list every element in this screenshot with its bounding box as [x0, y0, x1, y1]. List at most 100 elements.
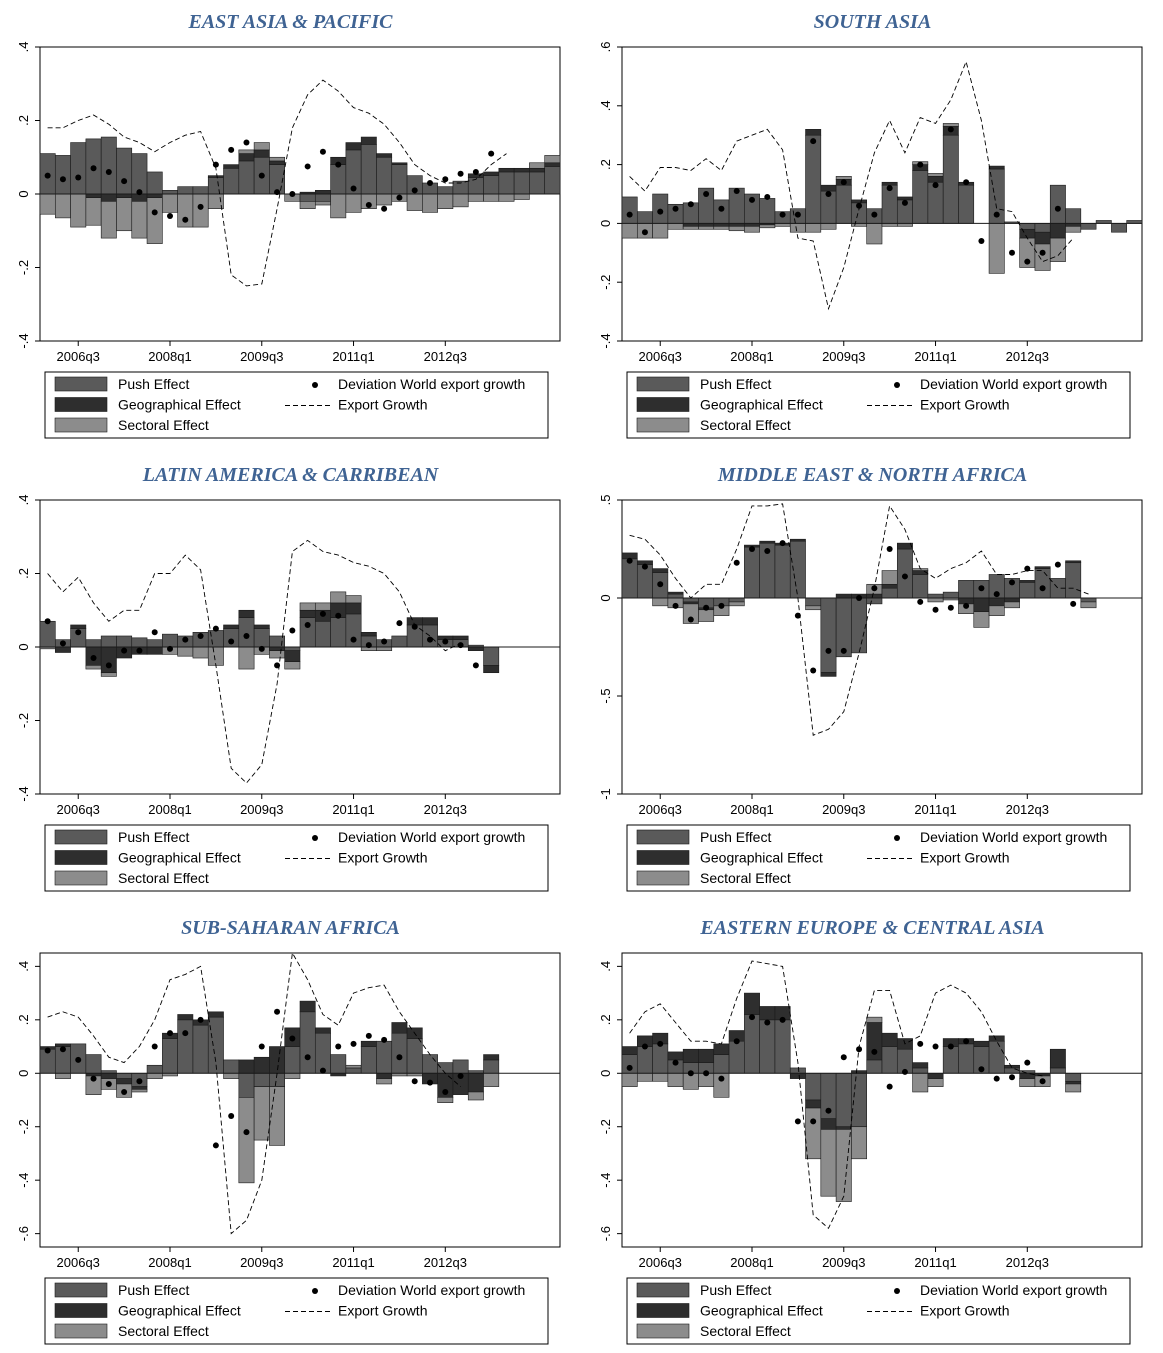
deviation-point — [932, 182, 939, 189]
legend-geo-label: Geographical Effect — [700, 397, 823, 413]
export-growth-line — [629, 960, 1043, 1230]
chart-title: MIDDLE EAST & NORTH AFRICA — [717, 464, 1027, 486]
push-effect-bar — [376, 1040, 393, 1074]
y-tick-label: -.4 — [16, 1173, 31, 1188]
geographical-effect-bar — [744, 992, 760, 1015]
sectoral-effect-bar — [467, 1091, 484, 1101]
geographical-effect-bar — [452, 635, 469, 640]
deviation-point — [718, 602, 725, 609]
deviation-point — [121, 647, 128, 654]
sectoral-effect-bar — [131, 201, 148, 239]
sectoral-effect-bar — [116, 197, 133, 232]
deviation-point — [779, 540, 786, 547]
x-tick-label: 2011q1 — [332, 349, 374, 364]
deviation-point — [411, 623, 418, 630]
push-effect-bar — [621, 558, 638, 599]
deviation-point — [274, 1008, 281, 1015]
deviation-point — [1039, 585, 1046, 592]
deviation-point — [1070, 600, 1077, 607]
deviation-point — [856, 595, 863, 601]
sectoral-effect-bar — [835, 176, 852, 180]
push-effect-bar — [284, 646, 301, 651]
geographical-effect-bar — [896, 196, 913, 201]
chart-svg: LATIN AMERICA & CARRIBEAN .4 .2 0 -.2 -.4 2006… — [16, 464, 561, 892]
y-tick-label: .4 — [16, 961, 31, 972]
deviation-point — [840, 1054, 847, 1061]
geographical-effect-bar — [360, 632, 377, 637]
legend-geo-label: Geographical Effect — [700, 850, 823, 866]
push-effect-bar — [881, 1046, 898, 1074]
y-tick-label: 0 — [16, 190, 31, 197]
deviation-point — [901, 199, 908, 206]
deviation-point — [304, 1054, 311, 1061]
push-effect-bar — [207, 177, 224, 195]
sectoral-effect-bar — [973, 611, 990, 628]
x-tick-label: 2011q1 — [914, 1255, 956, 1270]
geographical-effect-bar — [1004, 597, 1020, 603]
push-effect-bar — [314, 1032, 331, 1074]
y-tick-label: -.2 — [16, 260, 31, 275]
geographical-effect-bar — [927, 176, 944, 183]
x-tick-label: 2008q1 — [148, 1255, 191, 1270]
legend-dev-label: Deviation World export growth — [338, 376, 525, 392]
x-tick-label: 2008q1 — [730, 349, 773, 364]
push-effect-bar — [652, 1043, 669, 1074]
x-tick-label: 2009q3 — [822, 1255, 865, 1270]
push-effect-bar — [314, 620, 331, 648]
y-tick-label: .2 — [16, 115, 31, 126]
deviation-point — [182, 216, 189, 223]
push-effect-bar — [100, 136, 117, 195]
x-tick-label: 2009q3 — [240, 802, 283, 817]
geographical-effect-bar — [360, 136, 377, 145]
push-effect-bar — [744, 546, 760, 599]
x-tick-label: 2006q3 — [57, 802, 100, 817]
geographical-effect-bar — [835, 593, 852, 599]
sectoral-effect-bar — [192, 193, 209, 228]
deviation-point — [442, 638, 449, 645]
deviation-point — [396, 1054, 403, 1061]
geographical-effect-bar — [223, 164, 240, 169]
geographical-effect-bar — [223, 624, 240, 629]
sectoral-effect-bar — [835, 1129, 852, 1202]
push-effect-bar — [360, 1046, 377, 1074]
deviation-point — [151, 1043, 158, 1050]
push-effect-bar — [162, 190, 178, 195]
deviation-point — [978, 1066, 985, 1073]
push-effect-bar — [942, 1046, 959, 1074]
sectoral-effect-bar — [54, 193, 71, 219]
push-effect-bar — [789, 1067, 806, 1074]
deviation-point — [993, 211, 1000, 218]
deviation-point — [687, 201, 694, 208]
deviation-point — [59, 640, 66, 647]
y-tick-label: .2 — [16, 568, 31, 579]
deviation-point — [978, 238, 985, 245]
export-growth-line — [47, 79, 507, 287]
deviation-point — [182, 636, 189, 643]
y-tick-label: .6 — [598, 42, 613, 53]
deviation-point — [258, 172, 265, 179]
sectoral-effect-bar — [314, 602, 331, 611]
geographical-effect-bar — [1034, 566, 1051, 569]
deviation-point — [733, 559, 740, 566]
geographical-effect-bar — [54, 646, 71, 653]
geographical-effect-bar — [207, 1011, 224, 1018]
legend-sect-label: Sectoral Effect — [700, 870, 791, 886]
deviation-point — [44, 618, 51, 625]
push-effect-bar — [942, 591, 959, 599]
deviation-point — [810, 667, 817, 674]
sectoral-effect-bar — [912, 1072, 929, 1093]
push-effect-bar — [1065, 1072, 1082, 1082]
geographical-effect-bar — [789, 538, 806, 542]
deviation-point — [350, 1040, 357, 1047]
sectoral-effect-bar — [452, 193, 469, 208]
sectoral-effect-bar — [131, 1089, 148, 1093]
push-effect-bar — [406, 1038, 423, 1074]
deviation-point — [749, 196, 755, 203]
geographical-effect-bar — [269, 1046, 286, 1074]
deviation-point — [228, 638, 235, 645]
deviation-point — [718, 1075, 725, 1082]
deviation-point — [779, 1016, 786, 1023]
push-effect-bar — [927, 593, 944, 599]
deviation-point — [703, 191, 710, 197]
